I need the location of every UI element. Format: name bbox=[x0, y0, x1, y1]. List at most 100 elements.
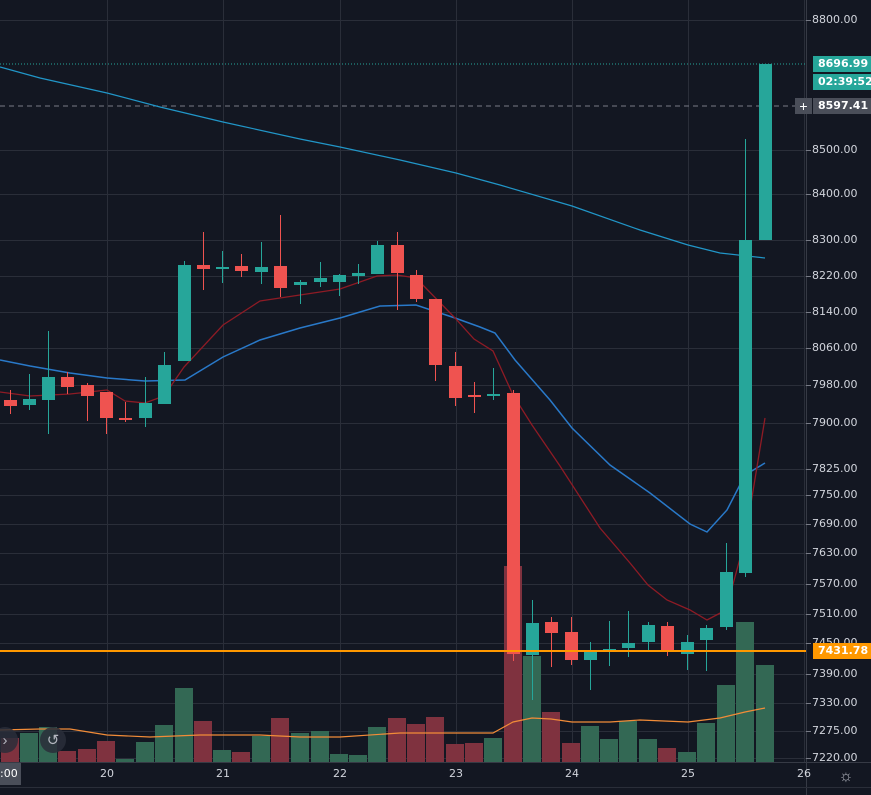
volume-bar bbox=[678, 752, 696, 762]
volume-bar bbox=[446, 744, 464, 762]
volume-bar bbox=[136, 742, 154, 762]
price-tick-label: 7690.00 bbox=[812, 517, 858, 530]
candle bbox=[507, 393, 520, 654]
price-tick-label: 7980.00 bbox=[812, 378, 858, 391]
candle bbox=[61, 377, 74, 387]
candle bbox=[235, 266, 248, 271]
price-tick-label: 8060.00 bbox=[812, 341, 858, 354]
volume-bar bbox=[717, 685, 735, 762]
candle bbox=[449, 366, 462, 398]
volume-bar bbox=[523, 656, 541, 762]
price-tick-label: 8300.00 bbox=[812, 233, 858, 246]
volume-bar bbox=[311, 731, 329, 762]
candle bbox=[42, 377, 55, 400]
volume-bar bbox=[232, 752, 250, 762]
candle bbox=[429, 299, 442, 365]
candle bbox=[4, 400, 17, 406]
price-tick-label: 7570.00 bbox=[812, 577, 858, 590]
crosshair-plus-icon[interactable]: + bbox=[795, 98, 812, 114]
reset-chart-button[interactable]: ↺ bbox=[40, 727, 66, 753]
volume-bar bbox=[194, 721, 212, 762]
candle bbox=[622, 643, 635, 648]
volume-bar bbox=[155, 725, 173, 762]
price-tick-label: 7275.00 bbox=[812, 724, 858, 737]
volume-bar bbox=[175, 688, 193, 762]
candle bbox=[274, 266, 287, 288]
candle bbox=[720, 572, 733, 627]
candle bbox=[255, 267, 268, 272]
time-tick-label: 26 bbox=[797, 767, 811, 780]
volume-bar bbox=[271, 718, 289, 762]
price-tick-label: 8400.00 bbox=[812, 187, 858, 200]
candle bbox=[139, 403, 152, 418]
candle bbox=[468, 395, 481, 397]
candle bbox=[333, 275, 346, 282]
hline-price-tag: 7431.78 bbox=[813, 643, 871, 659]
volume-bar bbox=[291, 733, 309, 762]
time-axis-partial-label: :00 bbox=[0, 763, 21, 785]
volume-bar bbox=[407, 724, 425, 762]
candle bbox=[178, 265, 191, 361]
candle bbox=[23, 399, 36, 405]
candle bbox=[158, 365, 171, 404]
candle bbox=[526, 623, 539, 655]
candle bbox=[661, 626, 674, 651]
volume-bar bbox=[600, 739, 618, 762]
price-tick-label: 7330.00 bbox=[812, 696, 858, 709]
volume-bar bbox=[213, 750, 231, 762]
candle bbox=[565, 632, 578, 660]
candle bbox=[584, 651, 597, 660]
candle bbox=[216, 267, 229, 269]
countdown-tag: 02:39:52 bbox=[813, 74, 871, 90]
price-tick-label: 7390.00 bbox=[812, 667, 858, 680]
price-tick-label: 8800.00 bbox=[812, 13, 858, 26]
volume-bar bbox=[58, 751, 76, 762]
candle bbox=[197, 265, 210, 269]
price-tick-label: 8220.00 bbox=[812, 269, 858, 282]
volume-bar bbox=[330, 754, 348, 762]
scroll-to-realtime-button[interactable]: › bbox=[0, 727, 18, 753]
settings-button[interactable]: ☼ bbox=[836, 767, 856, 787]
candle bbox=[700, 628, 713, 640]
settings-icon: ☼ bbox=[838, 768, 854, 785]
candle bbox=[352, 273, 365, 276]
candle bbox=[119, 418, 132, 420]
price-tick-label: 7220.00 bbox=[812, 751, 858, 764]
candle bbox=[100, 392, 113, 418]
price-tick-label: 7630.00 bbox=[812, 546, 858, 559]
candle bbox=[314, 278, 327, 282]
price-tick-label: 7825.00 bbox=[812, 462, 858, 475]
volume-bar bbox=[20, 733, 38, 762]
candle bbox=[642, 625, 655, 642]
candle bbox=[487, 394, 500, 396]
price-tick-label: 7510.00 bbox=[812, 607, 858, 620]
volume-bar bbox=[465, 743, 483, 762]
volume-bar bbox=[639, 739, 657, 762]
volume-bar bbox=[349, 755, 367, 762]
time-tick-label: 20 bbox=[100, 767, 114, 780]
reset-icon: ↺ bbox=[46, 732, 60, 749]
price-tick-label: 7750.00 bbox=[812, 488, 858, 501]
time-tick-label: 24 bbox=[565, 767, 579, 780]
time-tick-label: 23 bbox=[449, 767, 463, 780]
volume-bar bbox=[736, 622, 754, 762]
volume-bar bbox=[252, 736, 270, 762]
volume-bar bbox=[756, 665, 774, 762]
time-tick-label: 21 bbox=[216, 767, 230, 780]
candle bbox=[371, 245, 384, 274]
candle bbox=[294, 282, 307, 285]
last-price-tag: 8696.99 bbox=[813, 56, 871, 72]
volume-bar bbox=[542, 712, 560, 762]
time-tick-label: 22 bbox=[333, 767, 347, 780]
volume-bar bbox=[658, 748, 676, 762]
volume-bar bbox=[368, 727, 386, 762]
price-tick-label: 7900.00 bbox=[812, 416, 858, 429]
candle bbox=[410, 275, 423, 299]
candle bbox=[739, 240, 752, 573]
candle bbox=[545, 622, 558, 633]
volume-bar bbox=[388, 718, 406, 762]
volume-bar bbox=[426, 717, 444, 762]
candle bbox=[681, 642, 694, 654]
candle bbox=[391, 245, 404, 273]
